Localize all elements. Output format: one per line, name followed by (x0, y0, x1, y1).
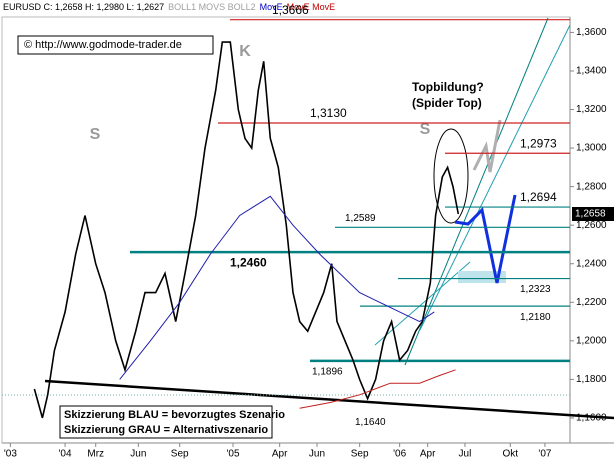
header-item: MovE MovE (287, 2, 336, 12)
annotation: Topbildung? (412, 80, 484, 94)
x-tick-label: '06 (393, 449, 406, 460)
y-tick-label: 1,3200 (576, 104, 607, 115)
y-tick-label: 1,3600 (576, 27, 607, 38)
y-tick-label: 1,2600 (576, 220, 607, 231)
x-tick-label: Sep (351, 449, 369, 460)
x-tick-label: Jun (309, 449, 325, 460)
price-line (33, 41, 460, 419)
x-tick-label: Apr (272, 449, 288, 460)
y-tick-label: 1,3400 (576, 66, 607, 77)
level-label: 1,2460 (230, 255, 267, 269)
blue-scenario (454, 194, 517, 284)
y-tick-label: 1,3000 (576, 143, 607, 154)
x-tick-label: '04 (59, 449, 72, 460)
x-tick-label: Mrz (87, 449, 104, 460)
x-tick-label: Jul (459, 449, 472, 460)
x-tick-label: Sep (171, 449, 189, 460)
x-tick-label: '07 (538, 449, 551, 460)
price-line (299, 369, 456, 409)
y-tick-label: 1,2000 (576, 335, 607, 346)
price-line (119, 195, 435, 380)
y-tick-label: 1,1600 (576, 413, 607, 424)
header-text: EURUSD C: 1,2658 H: 1,2980 L: 1,2627 BOLL… (3, 2, 335, 12)
x-tick-label: '03 (4, 449, 17, 460)
level-label: 1,1896 (312, 367, 343, 378)
trend-line (44, 379, 614, 420)
header-item: BOLL1 MOVS BOLL2 (168, 2, 256, 12)
last-price-box (572, 207, 614, 222)
annotation: S (420, 121, 431, 138)
legend-box (59, 405, 273, 439)
y-tick-label: 1,2200 (576, 297, 607, 308)
x-tick-label: Jun (130, 449, 146, 460)
trend-channel (404, 17, 549, 366)
x-tick-label: Apr (420, 449, 436, 460)
header-item: MovE (260, 2, 283, 12)
copyright: © http://www.godmode-trader.de (24, 39, 182, 51)
trend-channel (374, 261, 471, 346)
y-tick-label: 1,1800 (576, 374, 607, 385)
legend-text: Skizzierung BLAU = bevorzugtes Szenario (64, 409, 285, 421)
grey-scenario (472, 119, 502, 173)
annotation: K (239, 43, 251, 60)
header: EURUSD C: 1,2658 H: 1,2980 L: 1,2627 BOLL… (3, 2, 335, 12)
x-tick-label: '05 (226, 449, 239, 460)
annotation: S (90, 126, 101, 143)
level-label: 1,1640 (355, 417, 386, 428)
top-ellipse (433, 128, 469, 224)
level-label: 1,3130 (310, 106, 347, 120)
level-label: 1,2973 (520, 136, 557, 150)
legend-text: Skizzierung GRAU = Alternativszenario (64, 424, 268, 436)
copyright-box (17, 35, 214, 55)
annotation: (Spider Top) (412, 96, 482, 110)
level-label: 1,2323 (520, 284, 551, 295)
level-label: 1,2589 (345, 213, 376, 224)
y-tick-label: 1,2800 (576, 181, 607, 192)
level-label: 1,2180 (520, 312, 551, 323)
last-price-label: 1,2658 (575, 209, 606, 220)
y-tick-label: 1,2400 (576, 258, 607, 269)
header-item: EURUSD C: 1,2658 H: 1,2980 L: 1,2627 (3, 2, 164, 12)
level-label: 1,2694 (520, 190, 557, 204)
level-label: 1,3666 (272, 3, 309, 17)
x-tick-label: Okt (502, 449, 518, 460)
